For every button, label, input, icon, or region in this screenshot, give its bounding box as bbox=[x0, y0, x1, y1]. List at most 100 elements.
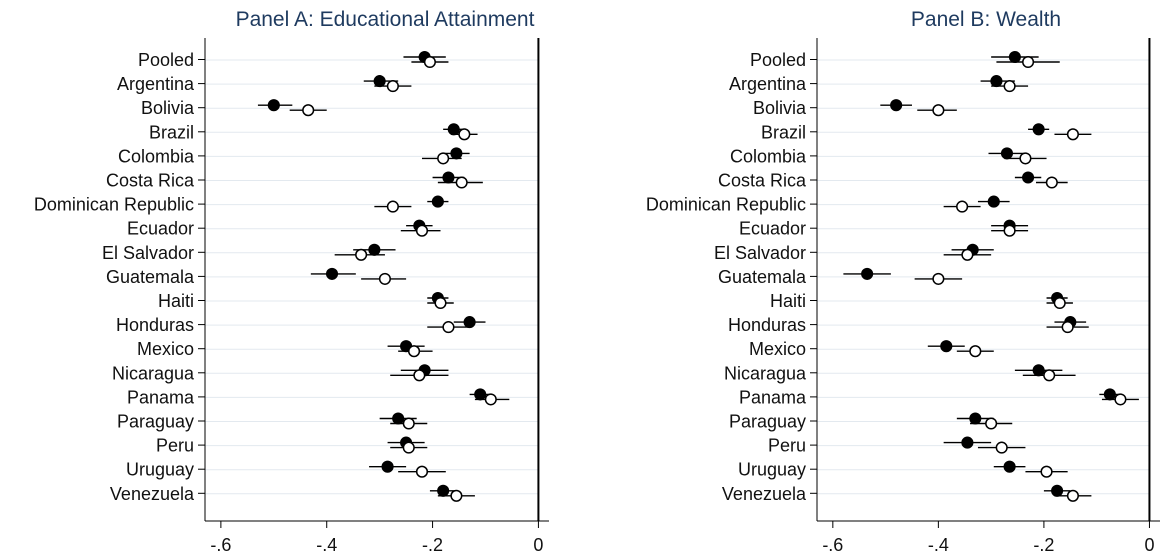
category-label: Dominican Republic bbox=[646, 195, 806, 215]
category-label: Bolivia bbox=[141, 98, 195, 118]
x-tick-label: -.2 bbox=[422, 535, 443, 555]
point-hollow bbox=[355, 248, 368, 261]
category-label: Paraguay bbox=[729, 412, 806, 432]
point-filled bbox=[267, 99, 280, 112]
point-hollow bbox=[1061, 321, 1074, 334]
point-hollow bbox=[386, 200, 399, 213]
category-label: Bolivia bbox=[753, 98, 807, 118]
category-label: Colombia bbox=[118, 146, 195, 166]
point-hollow bbox=[378, 272, 391, 285]
category-label: Argentina bbox=[117, 74, 195, 94]
point-filled bbox=[1103, 388, 1116, 401]
category-label: Venezuela bbox=[110, 484, 195, 504]
point-filled bbox=[1000, 147, 1014, 160]
point-filled bbox=[373, 75, 386, 88]
point-hollow bbox=[932, 104, 945, 117]
point-filled bbox=[1051, 484, 1064, 497]
x-tick-label: 0 bbox=[533, 535, 543, 555]
point-filled bbox=[1003, 460, 1016, 473]
point-hollow bbox=[458, 128, 471, 141]
point-hollow bbox=[969, 345, 982, 358]
point-hollow bbox=[1066, 128, 1079, 141]
category-label: Panama bbox=[127, 387, 195, 407]
point-filled bbox=[987, 195, 1000, 208]
point-filled bbox=[861, 267, 874, 280]
x-tick-label: -.2 bbox=[1033, 535, 1054, 555]
point-hollow bbox=[985, 417, 998, 430]
point-hollow bbox=[386, 80, 399, 93]
point-hollow bbox=[1053, 296, 1066, 310]
x-tick-label: -.4 bbox=[928, 535, 949, 555]
point-hollow bbox=[1066, 489, 1079, 502]
point-hollow bbox=[1043, 369, 1056, 382]
x-tick-label: 0 bbox=[1144, 535, 1154, 555]
category-label: Nicaragua bbox=[724, 363, 807, 383]
category-label: Guatemala bbox=[106, 267, 195, 287]
category-label: Peru bbox=[768, 436, 806, 456]
point-filled bbox=[1032, 123, 1045, 136]
category-label: El Salvador bbox=[102, 243, 194, 263]
point-filled bbox=[431, 195, 444, 208]
point-hollow bbox=[437, 152, 450, 165]
point-filled bbox=[381, 460, 394, 473]
category-label: Honduras bbox=[728, 315, 806, 335]
point-hollow bbox=[442, 321, 455, 334]
x-tick-label: -.6 bbox=[210, 535, 231, 555]
category-label: Costa Rica bbox=[718, 171, 807, 191]
category-label: Haiti bbox=[158, 291, 194, 311]
point-filled bbox=[969, 412, 982, 425]
point-filled bbox=[442, 171, 455, 184]
x-tick-label: -.6 bbox=[822, 535, 843, 555]
point-hollow bbox=[415, 224, 429, 237]
x-tick-label: -.4 bbox=[316, 535, 337, 555]
point-hollow bbox=[407, 345, 421, 358]
category-label: Panama bbox=[739, 387, 807, 407]
category-label: Brazil bbox=[149, 122, 194, 142]
panel-b: Panel B: Wealth Pooled Argentina Bolivia Br… bbox=[646, 8, 1160, 555]
point-hollow bbox=[961, 248, 974, 261]
category-label: Ecuador bbox=[739, 219, 806, 239]
category-label: Uruguay bbox=[126, 460, 194, 480]
point-filled bbox=[392, 412, 405, 425]
point-filled bbox=[474, 388, 487, 401]
category-label: Venezuela bbox=[722, 484, 807, 504]
point-filled bbox=[325, 267, 339, 280]
point-hollow bbox=[1019, 152, 1032, 165]
point-hollow bbox=[402, 417, 415, 430]
category-label: Brazil bbox=[761, 122, 806, 142]
category-label: Argentina bbox=[729, 74, 807, 94]
category-label: Costa Rica bbox=[106, 171, 195, 191]
point-hollow bbox=[413, 369, 426, 382]
point-hollow bbox=[450, 489, 463, 502]
category-label: Uruguay bbox=[738, 460, 806, 480]
point-filled bbox=[1008, 50, 1021, 64]
point-hollow bbox=[956, 200, 969, 213]
point-hollow bbox=[932, 272, 945, 285]
point-filled bbox=[447, 123, 460, 136]
panel-a-title: Panel A: Educational Attainment bbox=[236, 8, 535, 31]
point-hollow bbox=[995, 441, 1008, 454]
point-hollow bbox=[1003, 80, 1016, 93]
point-filled bbox=[368, 243, 381, 256]
category-label: Pooled bbox=[138, 50, 194, 70]
point-hollow bbox=[423, 55, 436, 69]
category-label: Guatemala bbox=[718, 267, 807, 287]
category-label: Dominican Republic bbox=[34, 195, 194, 215]
point-hollow bbox=[415, 465, 429, 478]
point-filled bbox=[940, 340, 953, 353]
point-hollow bbox=[455, 176, 468, 189]
point-hollow bbox=[434, 296, 447, 310]
point-hollow bbox=[1003, 224, 1016, 237]
point-filled bbox=[1022, 171, 1035, 184]
point-hollow bbox=[1022, 55, 1035, 69]
point-filled bbox=[890, 99, 903, 112]
point-filled bbox=[1032, 364, 1045, 377]
point-hollow bbox=[402, 441, 415, 454]
category-label: Nicaragua bbox=[112, 363, 195, 383]
category-label: Honduras bbox=[116, 315, 194, 335]
panel-b-title: Panel B: Wealth bbox=[911, 8, 1061, 31]
panel-a: Panel A: Educational Attainment Pooled Ar… bbox=[34, 8, 549, 555]
point-filled bbox=[990, 75, 1003, 88]
point-hollow bbox=[1114, 393, 1127, 406]
